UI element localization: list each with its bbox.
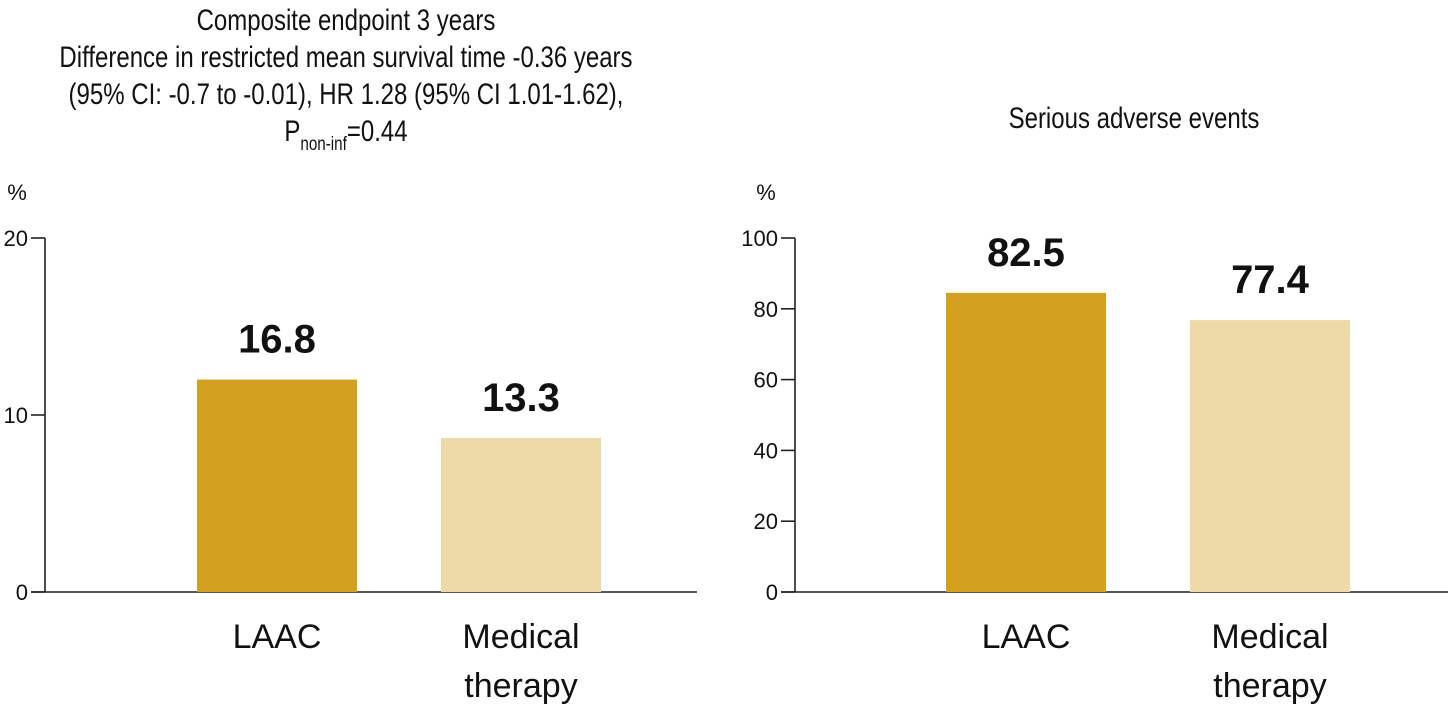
- title-line: (95% CI: -0.7 to -0.01), HR 1.28 (95% CI…: [68, 78, 624, 111]
- title-p-line: Pnon-inf=0.44: [37, 113, 655, 163]
- x-category-label: Medical: [1211, 618, 1328, 656]
- title-line: Serious adverse events: [1008, 102, 1260, 135]
- chart-title: Composite endpoint 3 years Difference in…: [37, 2, 655, 163]
- y-tick-label: 100: [741, 226, 778, 251]
- x-category-label: LAAC: [233, 618, 322, 656]
- title-p-subscript: non-inf: [300, 134, 347, 155]
- bar-value-label: 13.3: [482, 376, 560, 420]
- x-category-label: LAAC: [982, 618, 1071, 656]
- bar: [1190, 320, 1350, 592]
- chart-plot: % 0 10 20 16.8 LAAC 13.3 Medical therapy: [4, 180, 697, 705]
- x-category-label: therapy: [464, 667, 577, 705]
- title-line: Difference in restricted mean survival t…: [59, 41, 633, 74]
- title-line: Composite endpoint 3 years: [196, 4, 496, 37]
- bar-value-label: 16.8: [238, 318, 316, 362]
- bar-value-label: 77.4: [1231, 258, 1310, 302]
- y-tick-label: 40: [754, 438, 778, 463]
- bar: [441, 438, 601, 592]
- composite-endpoint-chart: Composite endpoint 3 years Difference in…: [4, 2, 697, 705]
- title-p-main: P: [284, 115, 301, 148]
- y-tick-label: 20: [754, 509, 778, 534]
- y-axis-unit-label: %: [756, 180, 776, 205]
- y-tick-label: 10: [4, 403, 28, 428]
- y-tick-label: 80: [754, 297, 778, 322]
- x-category-label: therapy: [1213, 667, 1326, 705]
- serious-adverse-events-chart: Serious adverse events % 0 20 40 60 80 100 82.5…: [724, 0, 1448, 709]
- chart-plot: % 0 20 40 60 80 100 82.5 LAAC 77.4 Medical therapy: [741, 180, 1448, 705]
- chart-title: Serious adverse events: [966, 100, 1302, 137]
- bar-value-label: 82.5: [987, 231, 1065, 275]
- bar: [946, 292, 1106, 592]
- y-tick-label: 20: [4, 226, 28, 251]
- y-tick-label: 0: [766, 580, 778, 605]
- y-tick-label: 0: [16, 580, 28, 605]
- y-tick-label: 60: [754, 368, 778, 393]
- y-axis-unit-label: %: [7, 180, 27, 205]
- title-p-value: =0.44: [346, 115, 408, 148]
- x-category-label: Medical: [462, 618, 579, 656]
- bar: [197, 379, 357, 592]
